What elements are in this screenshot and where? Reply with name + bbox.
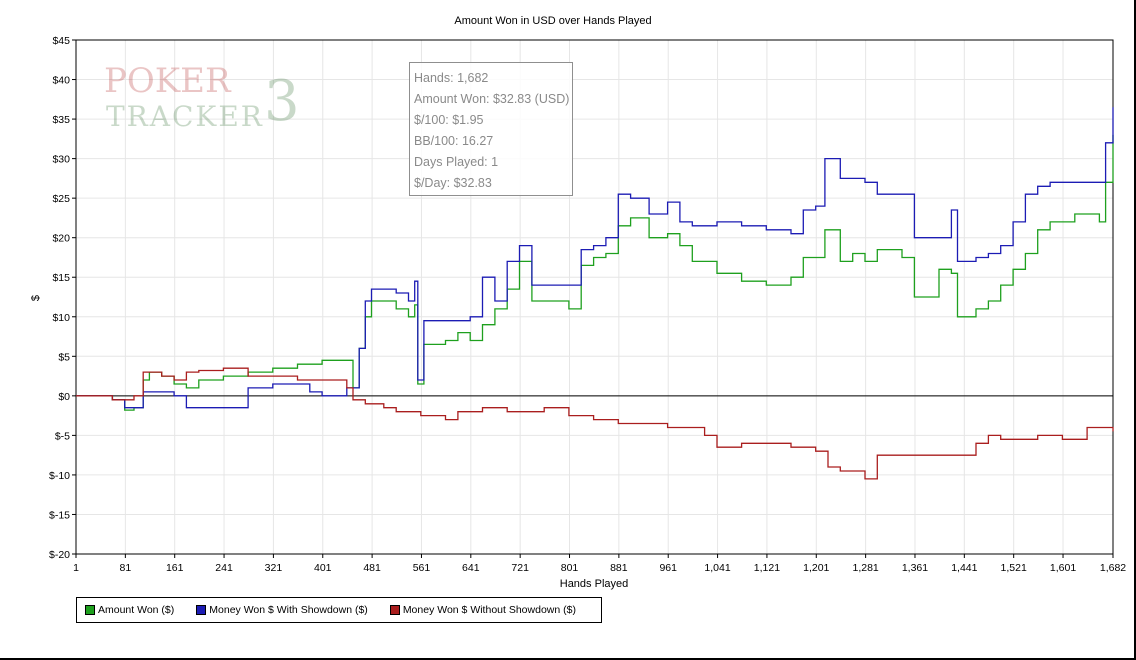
legend-item-amount-won[interactable]: Amount Won ($) (85, 604, 174, 616)
legend-swatch-with-showdown (196, 605, 207, 615)
x-tick-label: 961 (659, 562, 677, 574)
tooltip-amount-won: Amount Won: $32.83 (USD) (414, 92, 570, 106)
plot-area (75, 39, 1114, 555)
y-tick-label: $20 (52, 233, 70, 245)
y-tick-label: $-15 (49, 509, 70, 521)
y-tick-label: $40 (52, 75, 70, 87)
legend-label-with-showdown: Money Won $ With Showdown ($) (209, 604, 368, 616)
x-tick-label: 1,121 (754, 562, 780, 574)
y-tick-label: $35 (52, 114, 70, 126)
x-tick-label: 561 (413, 562, 431, 574)
series-line-money-won-with-showdown (76, 107, 1114, 409)
legend-item-without-showdown[interactable]: Money Won $ Without Showdown ($) (389, 604, 576, 616)
y-tick-label: $-10 (49, 470, 70, 482)
series-layer (76, 107, 1114, 480)
tooltip-days-played: Days Played: 1 (414, 155, 499, 169)
x-tick-label: 1,441 (951, 562, 977, 574)
logo-numeral: 3 (264, 69, 300, 134)
tooltip-hands: Hands: 1,682 (414, 71, 489, 85)
x-tick-label: 401 (314, 562, 332, 574)
x-tick-label: 241 (215, 562, 233, 574)
x-tick-label: 161 (166, 562, 184, 574)
logo-word-tracker: TRACKER (106, 100, 264, 133)
x-tick-label: 1,041 (704, 562, 730, 574)
series-line-money-won-without-showdown (76, 367, 1114, 480)
stats-tooltip: Hands: 1,682 Amount Won: $32.83 (USD) $/… (409, 62, 573, 196)
y-tick-label: $-5 (55, 430, 70, 442)
legend: Amount Won ($) Money Won $ With Showdown… (76, 597, 602, 623)
legend-item-with-showdown[interactable]: Money Won $ With Showdown ($) (196, 604, 368, 616)
y-tick-label: $0 (58, 391, 70, 403)
x-tick-label: 801 (561, 562, 579, 574)
y-tick-label: $45 (52, 35, 70, 47)
logo-word-poker: POKER (104, 61, 232, 101)
x-tick-label: 641 (462, 562, 480, 574)
legend-label-without-showdown: Money Won $ Without Showdown ($) (402, 604, 576, 616)
x-tick-label: 1,601 (1050, 562, 1076, 574)
legend-swatch-amount-won (85, 605, 95, 615)
x-tick-label: 321 (265, 562, 283, 574)
x-axis-label: Hands Played (560, 578, 629, 590)
tooltip-dollars-per-100: $/100: $1.95 (414, 113, 484, 127)
y-axis-label: $ (30, 295, 42, 301)
tooltip-dollars-per-day: $/Day: $32.83 (414, 176, 492, 190)
x-tick-label: 1,521 (1001, 562, 1027, 574)
legend-swatch-without-showdown (389, 605, 400, 615)
x-tick-label: 881 (610, 562, 628, 574)
x-tick-label: 1,281 (852, 562, 878, 574)
y-tick-label: $-20 (49, 549, 70, 561)
y-tick-label: $25 (52, 193, 70, 205)
x-tick-label: 1,361 (902, 562, 928, 574)
grid (75, 39, 1114, 555)
poker-tracker-logo: POKER TRACKER 3 (104, 61, 300, 134)
series-line-amount-won (76, 134, 1114, 411)
x-tick-label: 1 (73, 562, 79, 574)
chart-title: Amount Won in USD over Hands Played (454, 15, 651, 27)
y-tick-label: $10 (52, 312, 70, 324)
tooltip-bb-per-100: BB/100: 16.27 (414, 134, 494, 148)
y-axis: $-20 $-15 $-10 $-5 $0 $5 $10 $15 $20 $25 $30 $35 $40… (49, 35, 76, 561)
x-tick-label: 481 (363, 562, 381, 574)
x-tick-label: 721 (511, 562, 529, 574)
x-tick-label: 81 (120, 562, 132, 574)
y-tick-label: $5 (58, 351, 70, 363)
legend-label-amount-won: Amount Won ($) (98, 604, 175, 616)
y-tick-label: $15 (52, 272, 70, 284)
x-tick-label: 1,682 (1100, 562, 1126, 574)
x-axis: 1 81 161 241 321 401 481 561 641 721 801 881 961 1,04… (73, 554, 1126, 574)
y-tick-label: $30 (52, 154, 70, 166)
x-tick-label: 1,201 (803, 562, 829, 574)
